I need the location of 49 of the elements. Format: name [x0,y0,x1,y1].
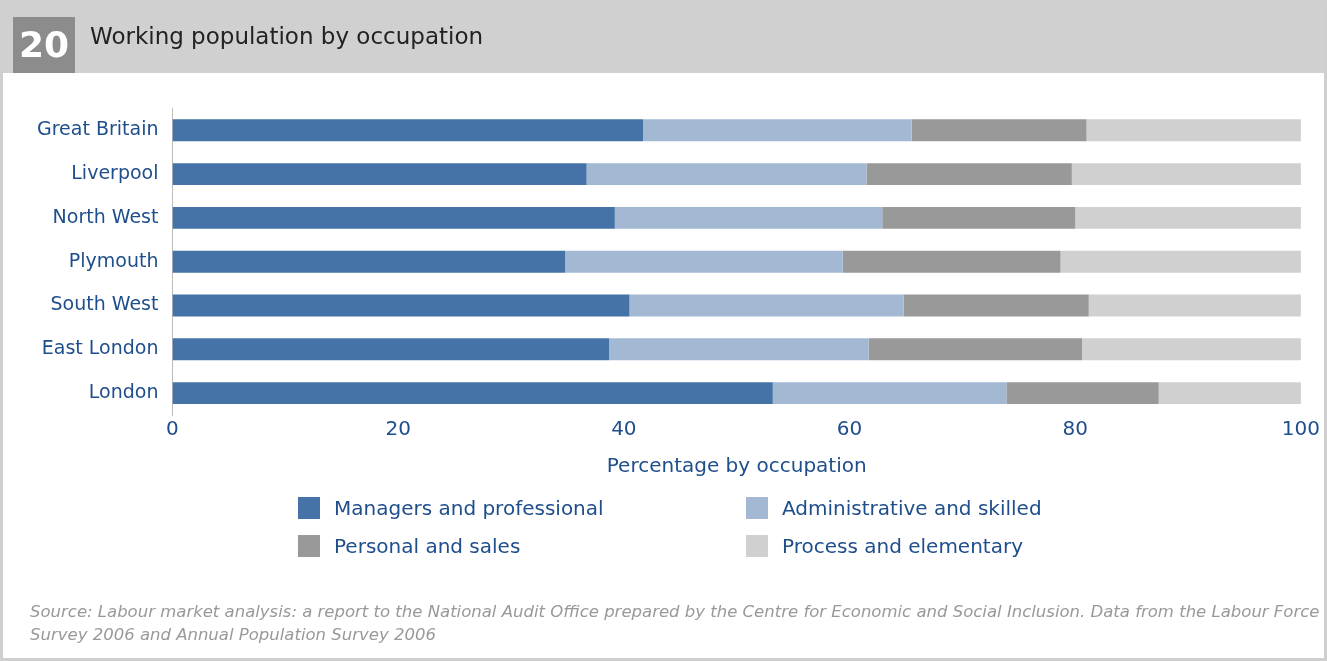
bar [172,206,615,229]
x-tick-label: 80 [1062,416,1088,441]
y-tick-label: North West [52,204,159,227]
bar [1071,163,1301,186]
bar [1006,382,1159,405]
bar [614,206,883,229]
bar [1088,294,1301,317]
bar [868,338,1082,361]
bar [172,382,773,405]
legend-label: Process and elementary [782,534,1023,558]
bar [565,250,843,273]
legend-label: Personal and sales [334,534,521,558]
bar [772,382,1007,405]
bar [1060,250,1301,273]
y-tick-label: Great Britain [36,117,159,140]
bar [586,163,867,186]
bar [903,294,1089,317]
bar [643,119,912,142]
bar [629,294,904,317]
source-note: Source: Labour market analysis: a report to the National Audit Office prepared by the Centre for Economic and Social Inclusion. Data from the Labour Force Survey 2006 and Annual Population Survey 2006 [30,601,1320,646]
bar [882,206,1076,229]
x-tick-label: 60 [836,416,863,441]
bar [1086,119,1301,142]
bar [172,163,587,186]
bar [842,250,1061,273]
y-tick-label: South West [50,292,159,315]
bar [1082,338,1301,361]
bar [609,338,869,361]
bar [172,338,610,361]
text: 20 [13,17,75,73]
bar [1158,382,1301,405]
bar [866,163,1072,186]
legend-label: Managers and professional [334,496,604,520]
x-tick-label: 20 [385,416,411,441]
y-tick-label: London [88,380,159,403]
x-tick-label: 100 [1281,416,1321,441]
bar [172,294,630,317]
bar [911,119,1087,142]
chart-title: Working population by occupation [90,23,484,49]
x-tick-label: 40 [611,416,637,441]
y-tick-label: Plymouth [68,248,159,271]
bar [1075,206,1301,229]
y-tick-label: East London [41,336,159,359]
bar [172,250,566,273]
x-tick-label: 0 [166,416,179,441]
bar [172,119,644,142]
y-tick-label: Liverpool [71,161,159,184]
x-axis-title: Percentage by occupation [606,453,867,478]
legend-label: Administrative and skilled [782,496,1042,520]
